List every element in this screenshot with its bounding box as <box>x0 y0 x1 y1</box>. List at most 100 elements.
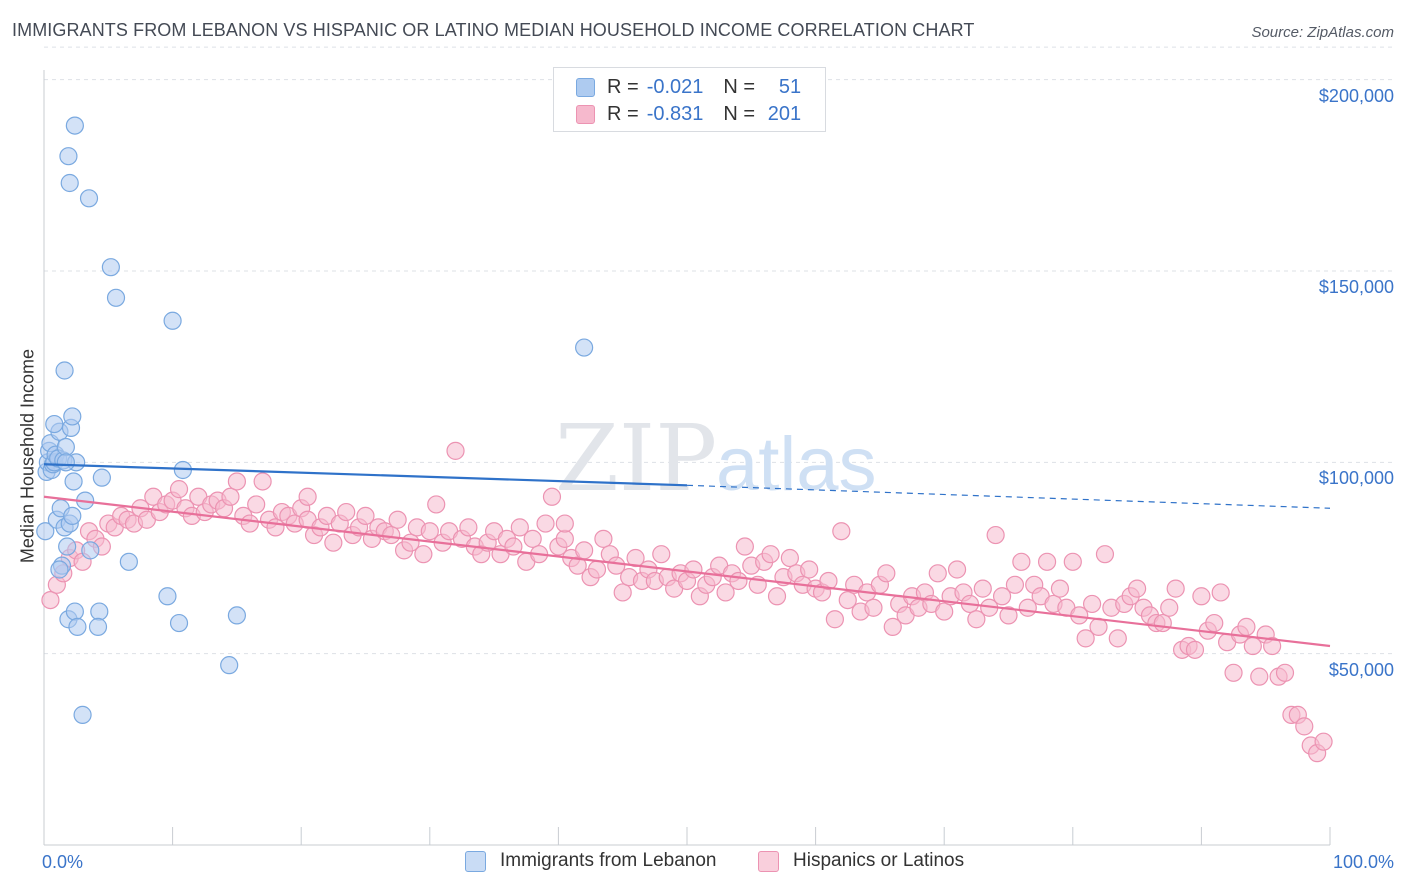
hispanic-point <box>1275 663 1295 682</box>
hispanic-point <box>1185 640 1205 659</box>
hispanic-point <box>446 441 465 460</box>
hispanic-point <box>427 495 446 514</box>
hispanic-point <box>227 472 246 491</box>
hispanic-point <box>780 548 799 568</box>
hispanic-point <box>1224 663 1243 682</box>
hispanic-point <box>555 514 574 533</box>
hispanic-point <box>414 545 433 564</box>
trend-lines <box>43 463 1331 648</box>
hispanic-swatch <box>758 850 779 872</box>
hispanic-trend-line <box>43 495 1331 648</box>
hispanic-point <box>1250 667 1269 686</box>
hispanic-point <box>947 560 967 579</box>
stats-legend: R = -0.021 N = 51 R = -0.831 N = 201 <box>553 67 826 132</box>
hispanic-point <box>607 556 626 575</box>
lebanon-point <box>101 258 120 277</box>
hispanic-point <box>382 525 401 545</box>
hispanic-point <box>1205 613 1224 633</box>
lebanon-point <box>88 617 108 636</box>
hispanic-point <box>459 518 478 537</box>
hispanic-point <box>1037 552 1057 571</box>
lebanon-point <box>119 552 138 571</box>
hispanic-point <box>337 502 356 522</box>
hispanic-point <box>1108 629 1127 648</box>
lebanon-point <box>220 656 239 675</box>
hispanic-point <box>298 487 317 506</box>
hispanic-point <box>568 556 587 575</box>
hispanic-point <box>838 590 857 610</box>
hispanic-point <box>883 617 902 636</box>
hispanic-point <box>523 529 542 548</box>
legend-item-hispanic[interactable]: Hispanics or Latinos <box>758 850 964 872</box>
lebanon-swatch <box>465 850 486 872</box>
y-tick-label: $200,000 <box>1318 85 1394 106</box>
hispanic-point <box>542 487 562 506</box>
lebanon-point <box>63 407 82 426</box>
hispanic-point <box>825 610 844 629</box>
hispanic-point <box>684 560 703 579</box>
hispanic-point <box>1063 552 1082 571</box>
hispanic-point <box>800 560 819 579</box>
hispanic-point <box>169 480 189 499</box>
hispanic-point <box>247 495 266 514</box>
hispanic-point <box>999 606 1018 625</box>
hispanic-point <box>1012 552 1031 571</box>
lebanon-point <box>63 506 82 526</box>
hispanic-point <box>420 522 439 541</box>
lebanon-point <box>60 173 79 193</box>
hispanic-point <box>729 571 748 591</box>
legend-item-lebanon[interactable]: Immigrants from Lebanon <box>465 850 717 872</box>
y-tick-label: $50,000 <box>1328 659 1394 680</box>
hispanic-point <box>587 560 607 579</box>
hispanic-point <box>1263 636 1282 656</box>
hispanic-point <box>221 487 240 506</box>
hispanic-point <box>555 529 574 548</box>
hispanic-point <box>928 564 947 583</box>
hispanic-point <box>652 545 671 564</box>
lebanon-point <box>65 116 84 135</box>
source-credit: Source: ZipAtlas.com <box>1251 24 1394 41</box>
lebanon-point <box>106 288 126 307</box>
hispanic-point <box>1095 545 1115 564</box>
hispanic-point <box>992 587 1012 606</box>
hispanic-point <box>967 610 986 629</box>
r-label: R = <box>607 75 639 98</box>
hispanic-point <box>716 583 735 602</box>
hispanic-point <box>1166 579 1185 598</box>
hispanic-point <box>1211 583 1230 602</box>
lebanon-point <box>79 189 99 208</box>
n-label: N = <box>723 102 756 125</box>
lebanon-point <box>68 617 87 636</box>
hispanic-point <box>1127 579 1147 598</box>
hispanic-point <box>1153 613 1172 633</box>
lebanon-point <box>158 587 177 606</box>
hispanic-point <box>935 602 954 621</box>
y-tick-label: $100,000 <box>1318 468 1394 489</box>
hispanic-point <box>832 522 851 541</box>
lebanon-point <box>56 453 75 472</box>
legend-label: Hispanics or Latinos <box>793 850 965 871</box>
lebanon-point <box>169 613 189 633</box>
lebanon-point <box>56 437 75 457</box>
hispanic-point <box>240 514 259 533</box>
hispanic-point <box>41 590 60 610</box>
hispanic-point <box>1160 598 1179 617</box>
hispanic-point <box>986 525 1005 545</box>
lebanon-point <box>59 147 78 166</box>
y-axis-title: Median Household Income <box>17 348 38 564</box>
stats-row-hispanic: R = -0.831 N = 201 <box>576 101 801 127</box>
lebanon-point <box>36 522 55 541</box>
lebanon-point <box>81 541 100 560</box>
hispanic-point <box>594 529 613 548</box>
lebanon-points <box>36 116 594 724</box>
legend-label: Immigrants from Lebanon <box>500 850 717 871</box>
n-value: 51 <box>778 75 802 98</box>
lebanon-trend-extension <box>686 484 1331 509</box>
hispanic-point <box>575 541 594 560</box>
hispanic-point <box>324 533 343 552</box>
lebanon-point <box>90 602 109 621</box>
lebanon-point <box>50 560 69 579</box>
hispanic-point <box>1314 732 1333 751</box>
x-tick-label: 100.0% <box>1332 852 1394 872</box>
lebanon-point <box>92 468 111 487</box>
